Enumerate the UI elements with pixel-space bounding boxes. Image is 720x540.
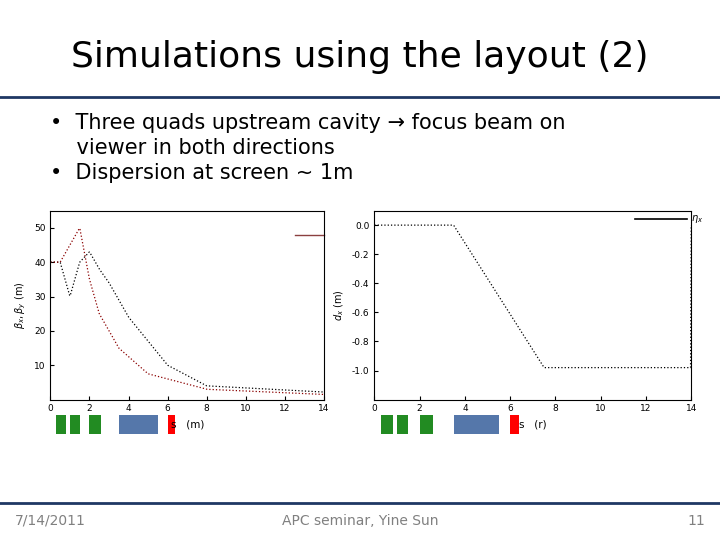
Bar [56,415,66,434]
Text: •  Three quads upstream cavity → focus beam on: • Three quads upstream cavity → focus be… [50,113,566,133]
X-axis label: s   (m): s (m) [171,419,204,429]
Text: 7/14/2011: 7/14/2011 [14,514,85,528]
Text: Simulations using the layout (2): Simulations using the layout (2) [71,40,649,73]
Bar [510,415,519,434]
Bar [397,415,408,434]
Bar [168,415,176,434]
Y-axis label: $\beta_x, \beta_y$ (m): $\beta_x, \beta_y$ (m) [14,281,29,329]
Text: •  Dispersion at screen ~ 1m: • Dispersion at screen ~ 1m [50,163,354,183]
Text: viewer in both directions: viewer in both directions [50,138,335,158]
Text: 11: 11 [688,514,706,528]
Bar [89,415,102,434]
Y-axis label: $d_x$ (m): $d_x$ (m) [333,289,346,321]
X-axis label: s   (r): s (r) [519,419,546,429]
Bar [381,415,392,434]
Bar [420,415,433,434]
Bar [119,415,158,434]
Text: APC seminar, Yine Sun: APC seminar, Yine Sun [282,514,438,528]
Bar [70,415,80,434]
Bar [454,415,499,434]
Text: $\eta_x$: $\eta_x$ [691,213,703,225]
